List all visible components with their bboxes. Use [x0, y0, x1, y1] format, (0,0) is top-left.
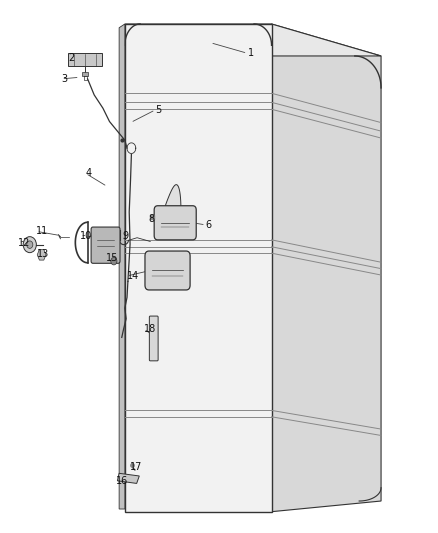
FancyBboxPatch shape — [145, 251, 190, 290]
Text: 6: 6 — [206, 220, 212, 230]
Polygon shape — [125, 24, 381, 56]
Text: 17: 17 — [130, 462, 142, 472]
Text: 5: 5 — [155, 105, 162, 115]
Text: 9: 9 — [123, 231, 129, 240]
Polygon shape — [82, 72, 88, 76]
FancyBboxPatch shape — [91, 227, 120, 263]
Polygon shape — [119, 24, 125, 509]
Polygon shape — [37, 249, 46, 260]
Polygon shape — [272, 24, 381, 512]
Circle shape — [27, 241, 33, 248]
Text: 12: 12 — [18, 238, 31, 247]
Circle shape — [111, 257, 117, 265]
Circle shape — [23, 237, 36, 253]
FancyBboxPatch shape — [68, 53, 102, 66]
Text: 16: 16 — [116, 477, 128, 486]
FancyBboxPatch shape — [154, 206, 196, 240]
Polygon shape — [165, 184, 181, 231]
Polygon shape — [117, 473, 139, 483]
FancyBboxPatch shape — [149, 316, 158, 361]
Text: 8: 8 — [148, 214, 154, 223]
Text: 10: 10 — [80, 231, 92, 240]
Text: 14: 14 — [127, 271, 139, 281]
Text: 2: 2 — [68, 53, 74, 62]
Text: 1: 1 — [247, 49, 254, 58]
Text: 13: 13 — [37, 249, 49, 259]
Text: 4: 4 — [85, 168, 92, 178]
Text: 11: 11 — [36, 227, 49, 236]
Text: 18: 18 — [144, 324, 156, 334]
Text: 15: 15 — [106, 253, 118, 263]
Polygon shape — [125, 24, 272, 512]
Text: 3: 3 — [61, 74, 67, 84]
